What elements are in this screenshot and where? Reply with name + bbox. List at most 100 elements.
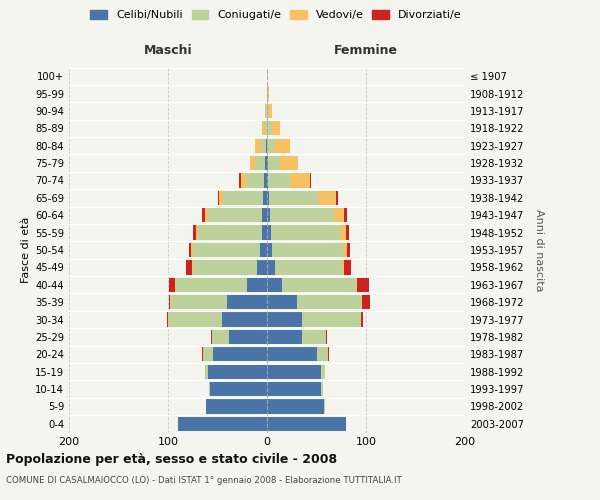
Bar: [361, 312, 363, 326]
Bar: [322, 382, 323, 396]
Bar: [203, 347, 212, 362]
Bar: [246, 174, 264, 188]
Bar: [344, 260, 351, 274]
Bar: [192, 260, 193, 274]
Bar: [267, 260, 275, 274]
Bar: [268, 156, 280, 170]
Bar: [227, 295, 267, 310]
Y-axis label: Fasce di età: Fasce di età: [21, 217, 31, 283]
Bar: [218, 190, 220, 205]
Bar: [267, 121, 272, 136]
Bar: [262, 121, 265, 136]
Bar: [189, 243, 191, 257]
Bar: [264, 174, 267, 188]
Bar: [356, 278, 357, 292]
Bar: [270, 208, 334, 222]
Bar: [170, 295, 227, 310]
Bar: [186, 260, 192, 274]
Bar: [229, 330, 267, 344]
Bar: [361, 295, 362, 310]
Bar: [239, 174, 241, 188]
Bar: [302, 330, 326, 344]
Bar: [176, 278, 247, 292]
Bar: [362, 295, 370, 310]
Bar: [202, 347, 203, 362]
Bar: [282, 278, 356, 292]
Bar: [326, 330, 328, 344]
Bar: [212, 347, 267, 362]
Bar: [267, 190, 269, 205]
Bar: [257, 260, 267, 274]
Bar: [241, 174, 246, 188]
Bar: [193, 226, 196, 239]
Bar: [269, 104, 272, 118]
Bar: [267, 347, 317, 362]
Bar: [266, 104, 267, 118]
Bar: [267, 295, 296, 310]
Bar: [205, 364, 208, 379]
Bar: [191, 243, 193, 257]
Bar: [268, 86, 269, 101]
Bar: [220, 190, 223, 205]
Bar: [337, 190, 338, 205]
Bar: [265, 121, 267, 136]
Bar: [267, 382, 322, 396]
Bar: [267, 86, 268, 101]
Bar: [267, 208, 270, 222]
Bar: [346, 226, 349, 239]
Bar: [169, 295, 170, 310]
Text: COMUNE DI CASALMAIOCCO (LO) - Dati ISTAT 1° gennaio 2008 - Elaborazione TUTTITAL: COMUNE DI CASALMAIOCCO (LO) - Dati ISTAT…: [6, 476, 402, 485]
Bar: [271, 226, 340, 239]
Bar: [347, 243, 350, 257]
Bar: [340, 226, 346, 239]
Bar: [260, 243, 267, 257]
Bar: [322, 364, 325, 379]
Bar: [205, 208, 208, 222]
Bar: [267, 104, 269, 118]
Bar: [272, 243, 343, 257]
Bar: [267, 226, 271, 239]
Bar: [250, 156, 255, 170]
Bar: [280, 156, 298, 170]
Bar: [267, 364, 322, 379]
Bar: [168, 312, 223, 326]
Bar: [212, 330, 229, 344]
Bar: [178, 416, 267, 431]
Bar: [268, 174, 290, 188]
Bar: [267, 138, 275, 153]
Bar: [272, 121, 280, 136]
Bar: [202, 208, 205, 222]
Bar: [255, 138, 261, 153]
Bar: [267, 243, 272, 257]
Bar: [196, 226, 198, 239]
Bar: [266, 138, 267, 153]
Bar: [344, 208, 347, 222]
Bar: [317, 347, 328, 362]
Bar: [265, 104, 266, 118]
Bar: [267, 312, 302, 326]
Text: Femmine: Femmine: [334, 44, 398, 57]
Bar: [275, 260, 342, 274]
Y-axis label: Anni di nascita: Anni di nascita: [534, 209, 544, 291]
Bar: [167, 312, 168, 326]
Bar: [310, 174, 311, 188]
Bar: [296, 295, 361, 310]
Bar: [261, 138, 266, 153]
Bar: [267, 156, 268, 170]
Bar: [265, 156, 267, 170]
Bar: [263, 190, 267, 205]
Bar: [169, 278, 175, 292]
Bar: [223, 190, 263, 205]
Bar: [290, 174, 310, 188]
Bar: [328, 347, 329, 362]
Bar: [267, 330, 302, 344]
Bar: [175, 278, 176, 292]
Bar: [208, 364, 267, 379]
Bar: [319, 190, 337, 205]
Bar: [198, 226, 262, 239]
Bar: [302, 312, 361, 326]
Legend: Celibi/Nubili, Coniugati/e, Vedovi/e, Divorziati/e: Celibi/Nubili, Coniugati/e, Vedovi/e, Di…: [86, 6, 466, 25]
Bar: [267, 174, 268, 188]
Bar: [275, 138, 290, 153]
Bar: [208, 208, 262, 222]
